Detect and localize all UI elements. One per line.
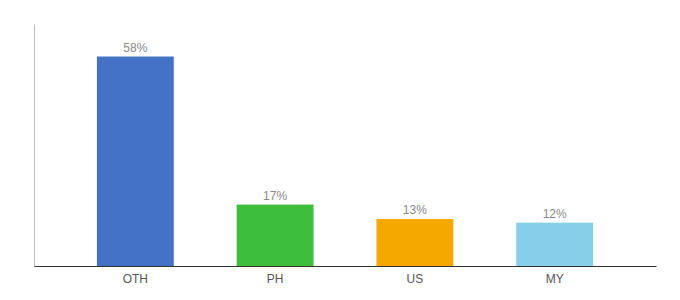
x-tick-label: OTH <box>123 272 148 286</box>
bars <box>97 57 593 266</box>
data-label: 13% <box>403 203 427 217</box>
bar <box>376 219 453 266</box>
x-tick: PH <box>267 272 284 286</box>
x-tick: OTH <box>123 272 148 286</box>
data-label: 12% <box>543 207 567 221</box>
x-tick-label: PH <box>267 272 284 286</box>
chart-container: OTH PH US MY 58% 17% 13% 12% <box>0 0 680 300</box>
x-tick-label: US <box>407 272 424 286</box>
plot-area: OTH PH US MY 58% 17% 13% 12% <box>35 25 657 286</box>
chart-svg: OTH PH US MY 58% 17% 13% 12% <box>0 0 680 300</box>
data-label: 17% <box>263 189 287 203</box>
bar <box>237 205 314 266</box>
bar <box>97 57 174 266</box>
data-label: 58% <box>123 41 147 55</box>
x-tick: US <box>407 272 424 286</box>
x-axis: OTH PH US MY <box>35 267 657 286</box>
data-labels: 58% 17% 13% 12% <box>123 41 567 221</box>
x-axis-line <box>35 266 657 267</box>
x-tick-label: MY <box>546 272 564 286</box>
bar <box>516 223 593 266</box>
y-axis <box>34 25 35 267</box>
x-tick: MY <box>546 272 564 286</box>
y-axis-line <box>34 25 35 267</box>
